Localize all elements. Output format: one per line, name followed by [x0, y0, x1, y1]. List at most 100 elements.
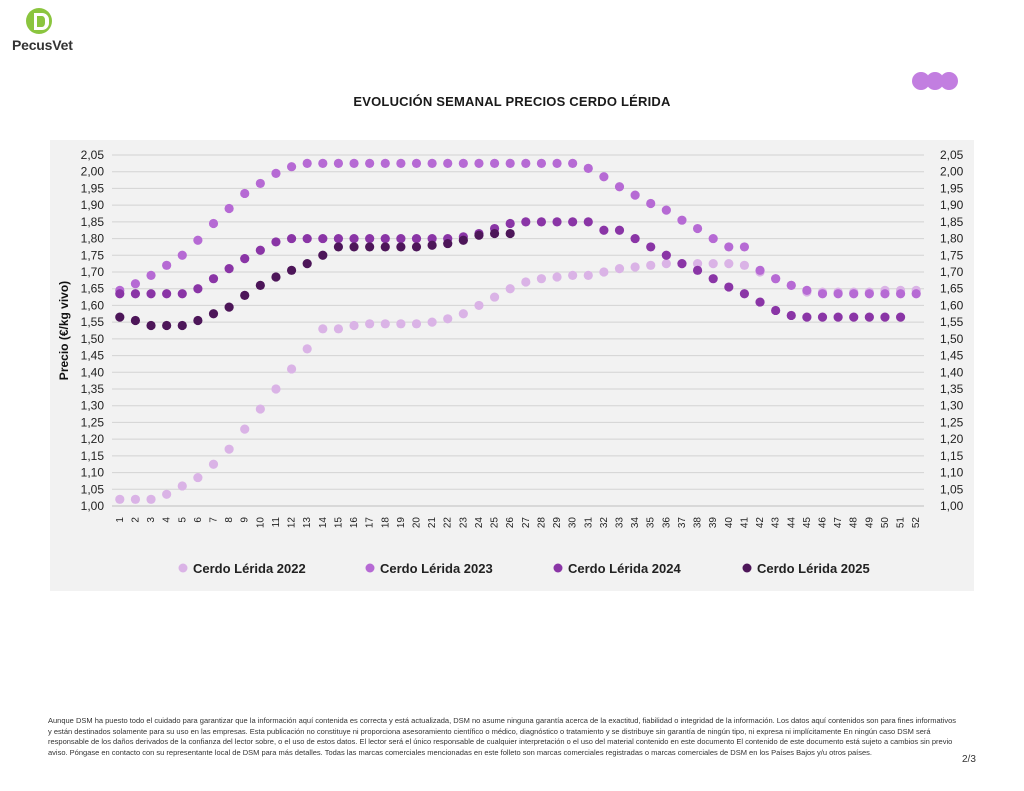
y-tick-label-left: 1,35 [81, 382, 105, 396]
decorative-dots [912, 72, 962, 92]
data-point-1 [349, 320, 359, 331]
chart-panel: 1,00 1,00 1,05 1,05 1,10 1,10 1,15 1,15 1,20 1,20… [50, 140, 974, 591]
x-tick-label: 29 [552, 517, 563, 529]
data-point-3 [224, 264, 234, 274]
decor-dot-icon [940, 72, 958, 90]
data-point-2 [130, 279, 141, 289]
x-tick-label: 24 [474, 517, 485, 529]
data-point-2 [240, 188, 250, 199]
data-point-3 [568, 217, 578, 227]
data-point-2 [833, 289, 843, 299]
x-tick-label: 34 [630, 517, 641, 529]
data-point-1 [333, 324, 344, 334]
data-point-4 [349, 242, 359, 252]
data-point-3 [895, 312, 906, 322]
data-point-2 [521, 158, 531, 168]
data-point-1 [240, 424, 250, 434]
data-point-3 [646, 242, 656, 252]
data-point-3 [552, 217, 562, 227]
x-tick-label: 5 [177, 517, 188, 523]
data-point-2 [583, 163, 593, 173]
y-tick-label-right: 1,70 [940, 265, 964, 279]
x-tick-label: 12 [287, 517, 298, 529]
data-point-3 [599, 225, 609, 235]
data-point-3 [162, 289, 172, 299]
y-tick-label-left: 1,85 [81, 215, 105, 229]
data-point-2 [880, 289, 890, 299]
data-point-1 [255, 404, 265, 414]
data-point-2 [396, 158, 406, 168]
x-tick-label: 13 [302, 517, 313, 529]
data-point-1 [583, 270, 593, 280]
data-point-3 [302, 233, 312, 244]
data-point-2 [661, 205, 671, 215]
y-tick-label-right: 1,75 [940, 248, 964, 262]
x-tick-label: 42 [755, 517, 766, 529]
data-point-4 [271, 272, 281, 282]
data-point-1 [521, 277, 531, 287]
data-point-2 [849, 289, 859, 299]
y-tick-label-left: 1,70 [81, 265, 105, 279]
data-point-2 [302, 158, 312, 168]
legend-label-3: Cerdo Lérida 2024 [568, 561, 681, 576]
legend-label-4: Cerdo Lérida 2025 [757, 561, 870, 576]
x-tick-label: 41 [739, 517, 750, 529]
data-point-2 [162, 260, 172, 270]
data-point-3 [724, 282, 734, 292]
data-point-4 [286, 265, 297, 275]
x-tick-label: 30 [568, 517, 579, 529]
x-tick-label: 21 [427, 517, 438, 529]
data-point-2 [193, 235, 203, 245]
data-point-2 [771, 274, 781, 284]
data-point-2 [708, 233, 718, 244]
data-point-1 [614, 264, 625, 274]
data-point-2 [724, 242, 734, 252]
legend-marker-4 [742, 563, 752, 573]
data-point-4 [146, 320, 156, 331]
data-point-4 [302, 259, 312, 269]
data-point-4 [208, 309, 219, 319]
x-tick-label: 49 [864, 517, 875, 529]
chart-title: EVOLUCIÓN SEMANAL PRECIOS CERDO LÉRIDA [353, 94, 671, 109]
data-point-2 [177, 250, 187, 260]
y-tick-label-right: 1,10 [940, 466, 964, 480]
data-point-2 [692, 223, 703, 234]
x-tick-label: 51 [896, 517, 907, 529]
data-point-1 [162, 489, 172, 499]
decor-dot-icon [912, 72, 930, 90]
data-point-4 [380, 242, 390, 252]
data-point-1 [646, 260, 656, 270]
x-tick-label: 14 [318, 517, 329, 529]
legend-marker-3 [553, 563, 563, 573]
data-point-4 [427, 240, 437, 250]
x-tick-label: 45 [802, 517, 813, 529]
data-point-4 [365, 242, 375, 252]
data-point-1 [568, 270, 578, 280]
data-point-1 [396, 319, 406, 329]
data-point-3 [880, 312, 890, 322]
x-tick-label: 20 [412, 517, 423, 529]
x-tick-label: 52 [911, 517, 922, 529]
x-tick-label: 31 [583, 517, 594, 529]
data-point-3 [286, 233, 297, 244]
data-point-1 [318, 324, 328, 334]
data-point-1 [552, 272, 562, 282]
data-point-2 [443, 158, 453, 168]
x-tick-label: 6 [193, 517, 204, 523]
data-point-1 [489, 292, 500, 302]
data-point-4 [130, 315, 141, 326]
x-tick-label: 23 [458, 517, 469, 529]
x-tick-label: 17 [365, 517, 376, 529]
y-tick-label-right: 1,95 [940, 181, 964, 195]
x-tick-label: 22 [443, 517, 454, 529]
data-point-2 [911, 289, 921, 299]
data-point-1 [739, 260, 750, 270]
x-tick-label: 33 [615, 517, 626, 529]
data-point-1 [630, 262, 640, 272]
y-tick-label-left: 1,90 [81, 198, 105, 212]
data-point-3 [130, 289, 141, 299]
data-point-4 [318, 250, 328, 260]
x-tick-label: 40 [724, 517, 735, 529]
data-point-1 [443, 314, 453, 324]
data-point-3 [333, 233, 344, 244]
